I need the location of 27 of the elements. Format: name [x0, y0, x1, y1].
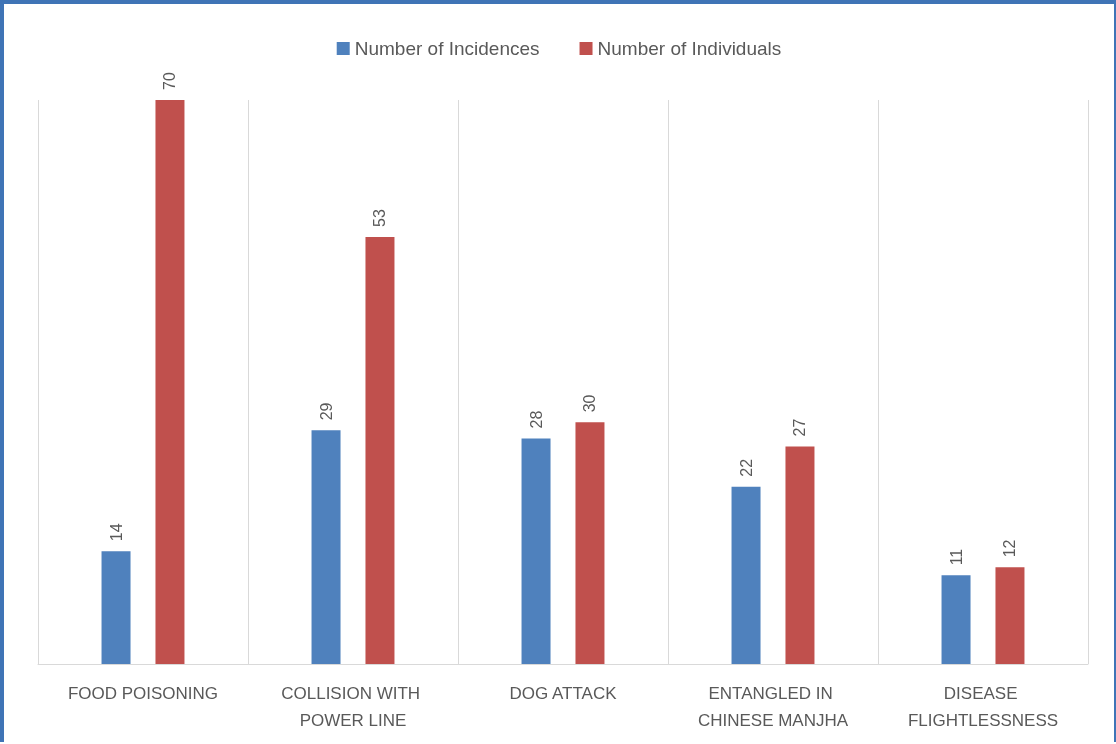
legend-label: Number of Individuals	[597, 38, 782, 59]
data-label: 28	[527, 410, 545, 429]
bar	[575, 422, 605, 664]
x-tick-label: FOOD POISONING	[67, 684, 219, 703]
bar	[101, 551, 131, 664]
data-label: 70	[161, 72, 179, 90]
bar	[365, 236, 395, 664]
bar	[941, 575, 971, 664]
bar	[155, 100, 185, 664]
bar	[521, 438, 551, 664]
legend-label: Number of Incidences	[354, 38, 540, 59]
bar	[995, 567, 1025, 664]
x-tick-label: ENTANGLED IN CHINESE MANJHA	[697, 684, 849, 730]
x-tick-label: DISEASE FLIGHTLESSNESS	[907, 684, 1059, 730]
data-label: 27	[791, 418, 809, 437]
data-label: 14	[107, 523, 125, 542]
data-label: 53	[371, 209, 389, 227]
data-label: 22	[737, 458, 755, 477]
x-tick-label: COLLISION WITH POWER LINE	[281, 684, 425, 730]
bar	[311, 430, 341, 664]
bar	[731, 486, 761, 664]
bar	[785, 446, 815, 664]
x-tick-label: DOG ATTACK	[509, 684, 618, 703]
data-label: 11	[947, 548, 965, 566]
data-label: 29	[317, 402, 335, 421]
data-label: 12	[1001, 539, 1019, 558]
data-label: 30	[581, 394, 599, 413]
